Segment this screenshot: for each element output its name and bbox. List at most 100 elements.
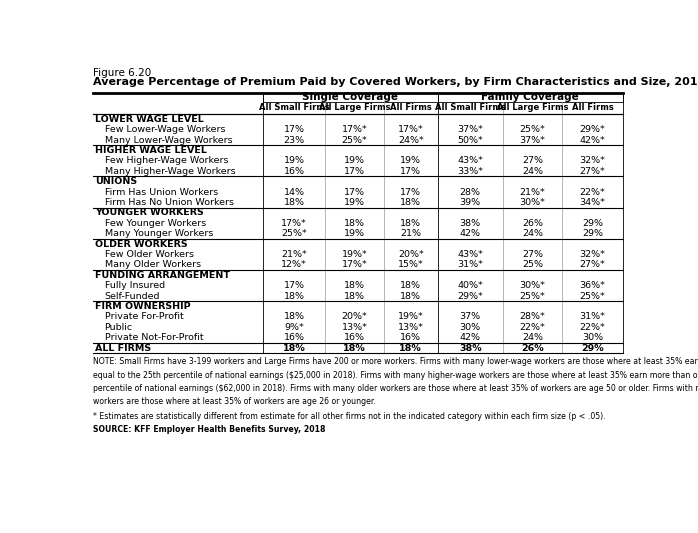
Text: Single Coverage: Single Coverage <box>302 92 399 102</box>
Text: Firm Has No Union Workers: Firm Has No Union Workers <box>105 198 234 207</box>
Text: 20%*: 20%* <box>398 250 424 259</box>
Text: 16%: 16% <box>344 333 365 342</box>
Text: 17%*: 17%* <box>398 125 424 134</box>
Text: 18%: 18% <box>400 292 421 301</box>
Text: 42%: 42% <box>460 229 481 238</box>
Text: 19%: 19% <box>400 156 421 165</box>
Text: 18%: 18% <box>400 219 421 228</box>
Text: 18%: 18% <box>400 198 421 207</box>
Text: 27%*: 27%* <box>579 261 605 269</box>
Text: 42%: 42% <box>460 333 481 342</box>
Text: 21%*: 21%* <box>281 250 307 259</box>
Text: 19%*: 19%* <box>398 312 424 321</box>
Text: 26%: 26% <box>522 219 543 228</box>
Text: 17%*: 17%* <box>281 219 307 228</box>
Text: 30%*: 30%* <box>519 281 545 290</box>
Text: workers are those where at least 35% of workers are age 26 or younger.: workers are those where at least 35% of … <box>93 397 376 406</box>
Text: Many Younger Workers: Many Younger Workers <box>105 229 213 238</box>
Text: 18%: 18% <box>283 344 306 353</box>
Text: 32%*: 32%* <box>579 250 605 259</box>
Text: 50%*: 50%* <box>457 135 483 144</box>
Text: 24%*: 24%* <box>398 135 424 144</box>
Text: 24%: 24% <box>522 229 543 238</box>
Text: Few Younger Workers: Few Younger Workers <box>105 219 206 228</box>
Text: All Small Firms: All Small Firms <box>435 103 505 112</box>
Text: 21%: 21% <box>400 229 421 238</box>
Text: 23%: 23% <box>283 135 305 144</box>
Text: 20%*: 20%* <box>341 312 367 321</box>
Text: 29%*: 29%* <box>457 292 483 301</box>
Text: 33%*: 33%* <box>457 167 483 176</box>
Text: 43%*: 43%* <box>457 250 483 259</box>
Text: OLDER WORKERS: OLDER WORKERS <box>96 239 188 248</box>
Text: Private For-Profit: Private For-Profit <box>105 312 184 321</box>
Text: 25%*: 25%* <box>281 229 307 238</box>
Text: Fully Insured: Fully Insured <box>105 281 165 290</box>
Text: * Estimates are statistically different from estimate for all other firms not in: * Estimates are statistically different … <box>93 412 605 421</box>
Text: 16%: 16% <box>400 333 421 342</box>
Text: 18%: 18% <box>344 281 365 290</box>
Text: 31%*: 31%* <box>579 312 605 321</box>
Text: 25%: 25% <box>522 261 543 269</box>
Text: 29%: 29% <box>582 219 603 228</box>
Text: Many Older Workers: Many Older Workers <box>105 261 201 269</box>
Text: 26%: 26% <box>521 344 544 353</box>
Text: 16%: 16% <box>283 167 304 176</box>
Text: 37%*: 37%* <box>457 125 483 134</box>
Text: Few Lower-Wage Workers: Few Lower-Wage Workers <box>105 125 225 134</box>
Text: Many Higher-Wage Workers: Many Higher-Wage Workers <box>105 167 235 176</box>
Text: 28%*: 28%* <box>519 312 545 321</box>
Text: 38%: 38% <box>459 344 482 353</box>
Text: 18%: 18% <box>283 312 304 321</box>
Text: 18%: 18% <box>400 281 421 290</box>
Text: 27%*: 27%* <box>579 167 605 176</box>
Text: 29%: 29% <box>581 344 604 353</box>
Text: percentile of national earnings ($62,000 in 2018). Firms with many older workers: percentile of national earnings ($62,000… <box>93 384 698 393</box>
Text: YOUNGER WORKERS: YOUNGER WORKERS <box>96 208 204 217</box>
Text: 17%: 17% <box>283 125 304 134</box>
Text: 40%*: 40%* <box>457 281 483 290</box>
Text: Figure 6.20: Figure 6.20 <box>93 68 151 78</box>
Text: 30%: 30% <box>582 333 603 342</box>
Text: Family Coverage: Family Coverage <box>482 92 579 102</box>
Text: 12%*: 12%* <box>281 261 307 269</box>
Text: Public: Public <box>105 323 133 332</box>
Text: 18%: 18% <box>283 292 304 301</box>
Text: All Firms: All Firms <box>390 103 431 112</box>
Text: 37%*: 37%* <box>519 135 545 144</box>
Text: 19%: 19% <box>344 156 365 165</box>
Text: 17%: 17% <box>400 167 421 176</box>
Text: 19%: 19% <box>344 229 365 238</box>
Text: 19%*: 19%* <box>341 250 367 259</box>
Text: 27%: 27% <box>522 156 543 165</box>
Text: 39%: 39% <box>460 198 481 207</box>
Text: 24%: 24% <box>522 333 543 342</box>
Text: NOTE: Small Firms have 3-199 workers and Large Firms have 200 or more workers. F: NOTE: Small Firms have 3-199 workers and… <box>93 358 698 366</box>
Text: 16%: 16% <box>283 333 304 342</box>
Text: UNIONS: UNIONS <box>96 177 138 186</box>
Text: 32%*: 32%* <box>579 156 605 165</box>
Text: FUNDING ARRANGEMENT: FUNDING ARRANGEMENT <box>96 271 230 280</box>
Text: 31%*: 31%* <box>457 261 483 269</box>
Text: 30%: 30% <box>460 323 481 332</box>
Text: 18%: 18% <box>344 292 365 301</box>
Text: 25%*: 25%* <box>579 292 605 301</box>
Text: 27%: 27% <box>522 250 543 259</box>
Text: Private Not-For-Profit: Private Not-For-Profit <box>105 333 203 342</box>
Text: 37%: 37% <box>460 312 481 321</box>
Text: 18%: 18% <box>399 344 422 353</box>
Text: 25%*: 25%* <box>341 135 367 144</box>
Text: 17%: 17% <box>400 188 421 197</box>
Text: Few Older Workers: Few Older Workers <box>105 250 193 259</box>
Text: 29%: 29% <box>582 229 603 238</box>
Text: 18%: 18% <box>343 344 366 353</box>
Text: 17%: 17% <box>344 188 365 197</box>
Text: 17%: 17% <box>283 281 304 290</box>
Text: Average Percentage of Premium Paid by Covered Workers, by Firm Characteristics a: Average Percentage of Premium Paid by Co… <box>93 77 698 87</box>
Text: Self-Funded: Self-Funded <box>105 292 160 301</box>
Text: 43%*: 43%* <box>457 156 483 165</box>
Text: 22%*: 22%* <box>579 188 605 197</box>
Text: 17%*: 17%* <box>341 125 367 134</box>
Text: 25%*: 25%* <box>519 125 545 134</box>
Text: 25%*: 25%* <box>519 292 545 301</box>
